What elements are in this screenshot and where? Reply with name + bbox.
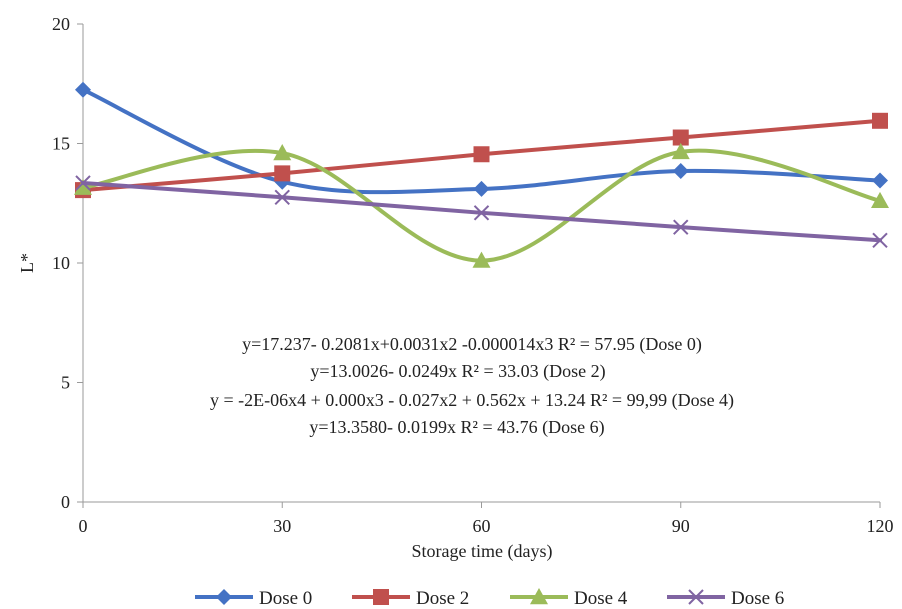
- data-point: [75, 175, 91, 191]
- legend-item-2: Dose 2: [352, 588, 469, 609]
- x-axis-title: Storage time (days): [412, 541, 553, 562]
- data-point: [473, 205, 490, 221]
- data-point: [671, 142, 690, 160]
- data-point: [872, 232, 888, 249]
- x-tick-label: 60: [473, 516, 491, 536]
- data-point: [872, 112, 888, 129]
- x-tick-label: 0: [79, 516, 88, 536]
- x-tick-label: 120: [867, 516, 894, 536]
- y-tick-label: 0: [61, 492, 70, 512]
- legend-marker: [688, 589, 704, 605]
- data-point: [673, 219, 689, 235]
- x-tick-label: 90: [672, 516, 690, 536]
- series-line: [81, 87, 882, 195]
- legend-label: Dose 6: [731, 588, 784, 609]
- marker-stroke: [75, 175, 91, 191]
- series-3: [74, 142, 889, 268]
- legend-marker: [530, 588, 548, 605]
- legend-item-3: Dose 4: [510, 588, 628, 609]
- equation-annotation: y=13.0026- 0.0249x R² = 33.03 (Dose 2): [310, 361, 605, 382]
- equation-annotation: y=17.237- 0.2081x+0.0031x2 -0.000014x3 R…: [242, 334, 702, 355]
- y-tick-label: 20: [52, 14, 70, 34]
- y-tick-label: 15: [52, 134, 70, 154]
- series-layer: [74, 81, 889, 268]
- data-point: [473, 146, 490, 163]
- data-point: [672, 162, 689, 179]
- series-4: [75, 175, 888, 249]
- legend-item-4: Dose 6: [667, 588, 784, 609]
- data-point: [74, 178, 92, 195]
- x-tick-label: 30: [273, 516, 291, 536]
- axes: 0 5 10 15 20 0 30 60 90 120 Storage time (days) L*: [17, 14, 894, 562]
- y-tick-label: 5: [61, 373, 70, 393]
- equation-annotation: y = -2E-06x4 + 0.000x3 - 0.027x2 + 0.562…: [210, 390, 734, 411]
- legend: Dose 0 Dose 2 Dose 4 Dose 6: [195, 588, 784, 609]
- marker-stroke: [473, 205, 490, 221]
- data-point: [672, 129, 689, 146]
- data-point: [75, 81, 91, 98]
- legend-marker: [216, 589, 232, 605]
- marker-stroke: [673, 219, 689, 235]
- legend-item-1: Dose 0: [195, 588, 312, 609]
- y-tick-label: 10: [52, 253, 70, 273]
- legend-label: Dose 4: [574, 588, 628, 609]
- data-point: [871, 191, 889, 209]
- data-point: [872, 172, 888, 189]
- marker-stroke: [872, 232, 888, 249]
- equation-annotation: y=13.3580- 0.0199x R² = 43.76 (Dose 6): [309, 417, 604, 438]
- y-axis-title: L*: [17, 253, 37, 273]
- data-point: [472, 251, 491, 268]
- data-point: [273, 144, 292, 161]
- marker-stroke: [688, 589, 704, 605]
- series-line: [81, 148, 882, 263]
- legend-label: Dose 2: [416, 588, 469, 609]
- data-point: [274, 165, 291, 182]
- data-point: [274, 189, 290, 205]
- marker-stroke: [274, 189, 290, 205]
- data-point: [473, 180, 490, 197]
- annotations: y=17.237- 0.2081x+0.0031x2 -0.000014x3 R…: [210, 334, 734, 438]
- legend-marker: [373, 589, 389, 605]
- legend-label: Dose 0: [259, 588, 312, 609]
